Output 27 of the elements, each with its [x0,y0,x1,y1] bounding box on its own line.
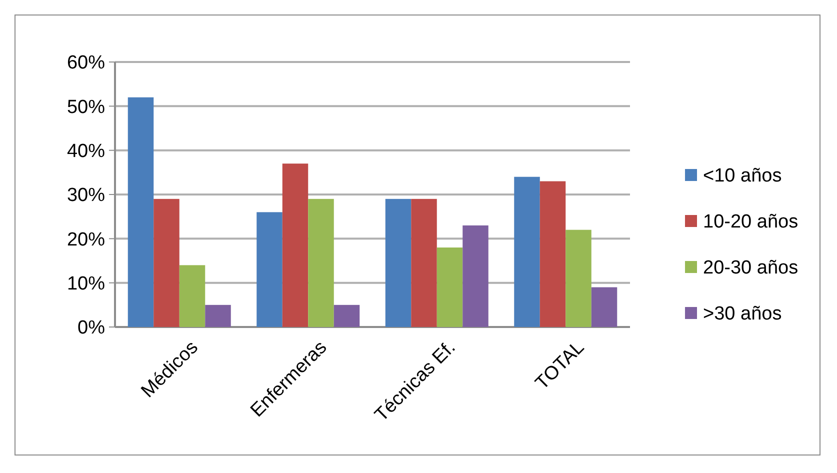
bar [436,248,463,327]
bar [566,230,592,327]
bar [591,287,618,327]
bar [308,198,334,327]
bar [256,212,282,327]
legend-label: >30 años [703,304,782,325]
legend-label: <10 años [703,166,782,187]
bar [179,265,206,327]
bar [334,304,360,327]
bar [462,225,488,327]
bar [385,198,412,327]
bar [540,181,566,327]
y-tick-label: 10% [66,273,106,294]
y-tick-label: 40% [66,140,106,162]
y-tick-label: 50% [66,96,106,118]
y-tick-label: 0% [78,318,106,339]
bar [411,198,437,327]
bar [154,198,180,327]
y-tick-label: 20% [66,229,106,250]
bar [205,304,231,327]
y-tick-label: 60% [66,52,106,74]
legend-label: 20-30 años [703,258,798,279]
bar [128,97,154,327]
y-tick-label: 30% [66,185,106,206]
legend-label: 10-20 años [703,212,798,233]
bar [282,164,308,327]
bar [514,176,540,327]
